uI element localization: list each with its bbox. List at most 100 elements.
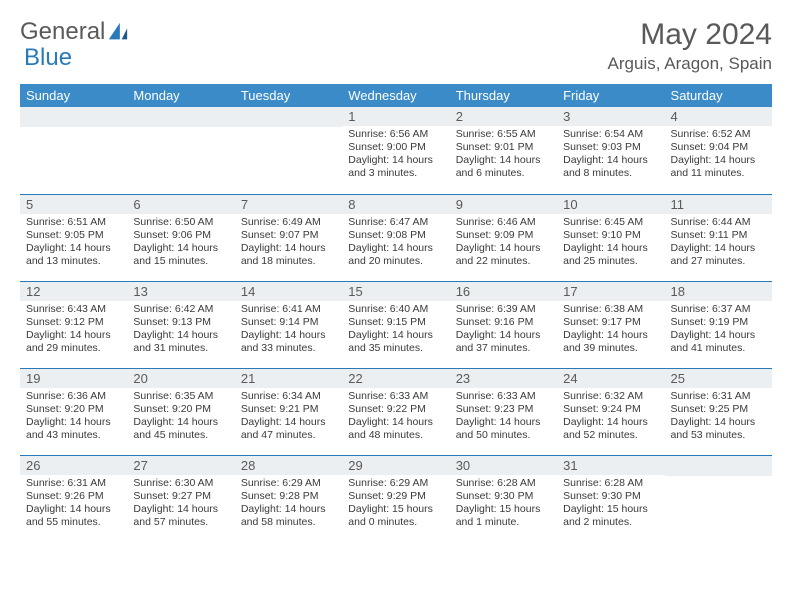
sunrise-text: Sunrise: 6:37 AM <box>671 303 766 316</box>
day-number: 30 <box>450 456 557 475</box>
calendar-cell: 30Sunrise: 6:28 AMSunset: 9:30 PMDayligh… <box>450 455 557 542</box>
sunrise-text: Sunrise: 6:51 AM <box>26 216 121 229</box>
calendar-cell: 20Sunrise: 6:35 AMSunset: 9:20 PMDayligh… <box>127 368 234 455</box>
sunset-text: Sunset: 9:21 PM <box>241 403 336 416</box>
calendar-cell: 31Sunrise: 6:28 AMSunset: 9:30 PMDayligh… <box>557 455 664 542</box>
sunrise-text: Sunrise: 6:34 AM <box>241 390 336 403</box>
sunrise-text: Sunrise: 6:54 AM <box>563 128 658 141</box>
sunrise-text: Sunrise: 6:28 AM <box>456 477 551 490</box>
weekday-header: Friday <box>557 84 664 107</box>
daylight-text: Daylight: 15 hours and 1 minute. <box>456 503 551 529</box>
daylight-text: Daylight: 14 hours and 47 minutes. <box>241 416 336 442</box>
calendar-head: SundayMondayTuesdayWednesdayThursdayFrid… <box>20 84 772 107</box>
sunset-text: Sunset: 9:11 PM <box>671 229 766 242</box>
day-details: Sunrise: 6:32 AMSunset: 9:24 PMDaylight:… <box>557 388 664 447</box>
daylight-text: Daylight: 14 hours and 11 minutes. <box>671 154 766 180</box>
sunset-text: Sunset: 9:25 PM <box>671 403 766 416</box>
day-details: Sunrise: 6:51 AMSunset: 9:05 PMDaylight:… <box>20 214 127 273</box>
daylight-text: Daylight: 14 hours and 35 minutes. <box>348 329 443 355</box>
day-details: Sunrise: 6:29 AMSunset: 9:28 PMDaylight:… <box>235 475 342 534</box>
day-number: 11 <box>665 195 772 214</box>
day-details: Sunrise: 6:30 AMSunset: 9:27 PMDaylight:… <box>127 475 234 534</box>
sunrise-text: Sunrise: 6:47 AM <box>348 216 443 229</box>
calendar-cell: 27Sunrise: 6:30 AMSunset: 9:27 PMDayligh… <box>127 455 234 542</box>
day-details: Sunrise: 6:50 AMSunset: 9:06 PMDaylight:… <box>127 214 234 273</box>
daylight-text: Daylight: 14 hours and 41 minutes. <box>671 329 766 355</box>
day-number: 13 <box>127 282 234 301</box>
day-details: Sunrise: 6:37 AMSunset: 9:19 PMDaylight:… <box>665 301 772 360</box>
daylight-text: Daylight: 14 hours and 58 minutes. <box>241 503 336 529</box>
day-details: Sunrise: 6:54 AMSunset: 9:03 PMDaylight:… <box>557 126 664 185</box>
logo-text-2: Blue <box>24 44 72 71</box>
sunset-text: Sunset: 9:14 PM <box>241 316 336 329</box>
sunset-text: Sunset: 9:10 PM <box>563 229 658 242</box>
day-number: 1 <box>342 107 449 126</box>
day-details: Sunrise: 6:44 AMSunset: 9:11 PMDaylight:… <box>665 214 772 273</box>
calendar-cell: 28Sunrise: 6:29 AMSunset: 9:28 PMDayligh… <box>235 455 342 542</box>
daylight-text: Daylight: 14 hours and 8 minutes. <box>563 154 658 180</box>
day-number <box>20 107 127 127</box>
sunrise-text: Sunrise: 6:49 AM <box>241 216 336 229</box>
weekday-header: Wednesday <box>342 84 449 107</box>
calendar-cell: 14Sunrise: 6:41 AMSunset: 9:14 PMDayligh… <box>235 281 342 368</box>
calendar-cell: 3Sunrise: 6:54 AMSunset: 9:03 PMDaylight… <box>557 107 664 194</box>
daylight-text: Daylight: 14 hours and 37 minutes. <box>456 329 551 355</box>
calendar-cell: 10Sunrise: 6:45 AMSunset: 9:10 PMDayligh… <box>557 194 664 281</box>
logo: General <box>20 18 131 46</box>
sunrise-text: Sunrise: 6:45 AM <box>563 216 658 229</box>
sunrise-text: Sunrise: 6:29 AM <box>241 477 336 490</box>
calendar-cell <box>127 107 234 194</box>
sunset-text: Sunset: 9:00 PM <box>348 141 443 154</box>
daylight-text: Daylight: 14 hours and 39 minutes. <box>563 329 658 355</box>
calendar-cell: 15Sunrise: 6:40 AMSunset: 9:15 PMDayligh… <box>342 281 449 368</box>
daylight-text: Daylight: 14 hours and 57 minutes. <box>133 503 228 529</box>
day-details: Sunrise: 6:55 AMSunset: 9:01 PMDaylight:… <box>450 126 557 185</box>
sunrise-text: Sunrise: 6:30 AM <box>133 477 228 490</box>
daylight-text: Daylight: 14 hours and 6 minutes. <box>456 154 551 180</box>
sunrise-text: Sunrise: 6:31 AM <box>671 390 766 403</box>
calendar-cell: 16Sunrise: 6:39 AMSunset: 9:16 PMDayligh… <box>450 281 557 368</box>
weekday-header: Thursday <box>450 84 557 107</box>
sunrise-text: Sunrise: 6:31 AM <box>26 477 121 490</box>
calendar-table: SundayMondayTuesdayWednesdayThursdayFrid… <box>20 84 772 542</box>
daylight-text: Daylight: 14 hours and 55 minutes. <box>26 503 121 529</box>
sunset-text: Sunset: 9:03 PM <box>563 141 658 154</box>
sunset-text: Sunset: 9:13 PM <box>133 316 228 329</box>
day-details: Sunrise: 6:47 AMSunset: 9:08 PMDaylight:… <box>342 214 449 273</box>
day-number: 25 <box>665 369 772 388</box>
day-details: Sunrise: 6:49 AMSunset: 9:07 PMDaylight:… <box>235 214 342 273</box>
sunset-text: Sunset: 9:01 PM <box>456 141 551 154</box>
day-details: Sunrise: 6:46 AMSunset: 9:09 PMDaylight:… <box>450 214 557 273</box>
sunset-text: Sunset: 9:22 PM <box>348 403 443 416</box>
day-details: Sunrise: 6:42 AMSunset: 9:13 PMDaylight:… <box>127 301 234 360</box>
sunrise-text: Sunrise: 6:50 AM <box>133 216 228 229</box>
daylight-text: Daylight: 14 hours and 15 minutes. <box>133 242 228 268</box>
daylight-text: Daylight: 14 hours and 3 minutes. <box>348 154 443 180</box>
day-details: Sunrise: 6:36 AMSunset: 9:20 PMDaylight:… <box>20 388 127 447</box>
calendar-cell: 24Sunrise: 6:32 AMSunset: 9:24 PMDayligh… <box>557 368 664 455</box>
sunrise-text: Sunrise: 6:55 AM <box>456 128 551 141</box>
day-number: 22 <box>342 369 449 388</box>
sunset-text: Sunset: 9:08 PM <box>348 229 443 242</box>
calendar-body: 1Sunrise: 6:56 AMSunset: 9:00 PMDaylight… <box>20 107 772 542</box>
day-details: Sunrise: 6:28 AMSunset: 9:30 PMDaylight:… <box>557 475 664 534</box>
calendar-cell <box>20 107 127 194</box>
sunrise-text: Sunrise: 6:52 AM <box>671 128 766 141</box>
sunset-text: Sunset: 9:12 PM <box>26 316 121 329</box>
sunset-text: Sunset: 9:20 PM <box>133 403 228 416</box>
day-number: 15 <box>342 282 449 301</box>
sunrise-text: Sunrise: 6:39 AM <box>456 303 551 316</box>
sunset-text: Sunset: 9:05 PM <box>26 229 121 242</box>
sunset-text: Sunset: 9:23 PM <box>456 403 551 416</box>
day-number: 7 <box>235 195 342 214</box>
header: General May 2024 Arguis, Aragon, Spain <box>20 18 772 74</box>
calendar-week: 19Sunrise: 6:36 AMSunset: 9:20 PMDayligh… <box>20 368 772 455</box>
sunrise-text: Sunrise: 6:33 AM <box>456 390 551 403</box>
day-details: Sunrise: 6:31 AMSunset: 9:25 PMDaylight:… <box>665 388 772 447</box>
day-details: Sunrise: 6:41 AMSunset: 9:14 PMDaylight:… <box>235 301 342 360</box>
daylight-text: Daylight: 14 hours and 45 minutes. <box>133 416 228 442</box>
calendar-cell: 5Sunrise: 6:51 AMSunset: 9:05 PMDaylight… <box>20 194 127 281</box>
sunset-text: Sunset: 9:07 PM <box>241 229 336 242</box>
calendar-cell: 8Sunrise: 6:47 AMSunset: 9:08 PMDaylight… <box>342 194 449 281</box>
calendar-cell: 17Sunrise: 6:38 AMSunset: 9:17 PMDayligh… <box>557 281 664 368</box>
